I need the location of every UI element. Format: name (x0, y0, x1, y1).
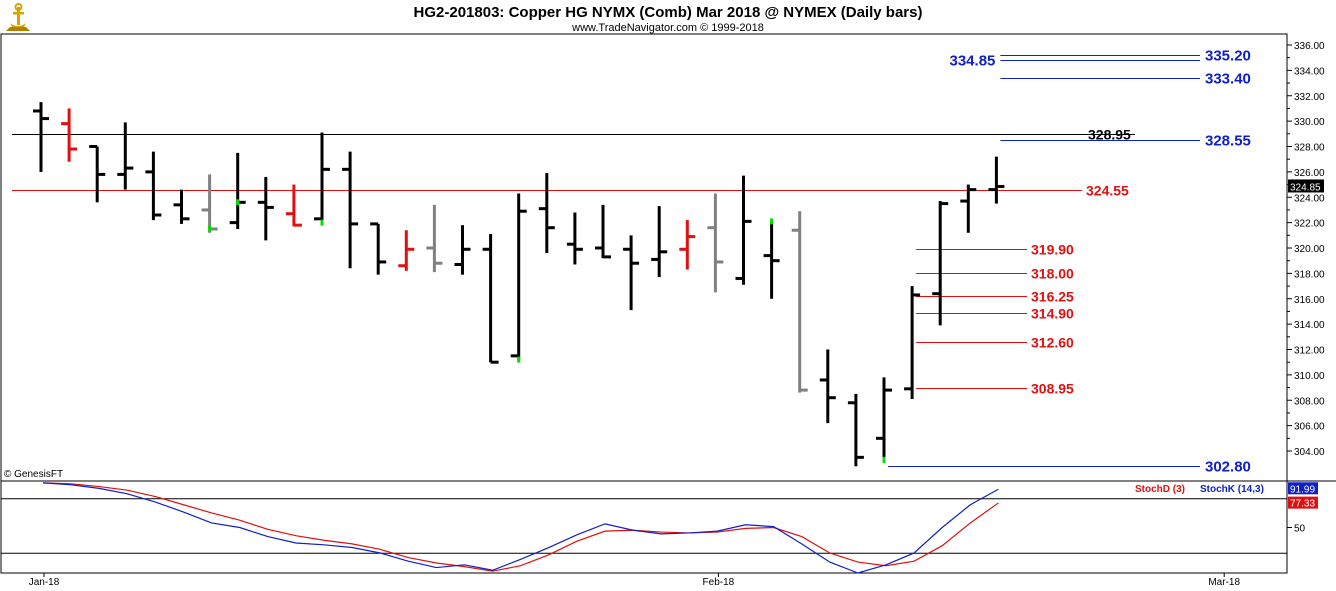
ohlc-bar (229, 152, 246, 229)
ohlc-bar (173, 189, 190, 224)
stochastic-panel: StochD (3) StochK (14,3) 50 91.99 77.33 (1, 482, 1318, 574)
price-tick-label: 306.00 (1294, 422, 1325, 433)
price-tick-label: 330.00 (1294, 117, 1325, 128)
time-tick-label: Mar-18 (1208, 577, 1240, 588)
level-label-314.90: 314.90 (1031, 306, 1074, 322)
price-tick-label: 314.00 (1294, 320, 1325, 331)
level-label-334.85: 334.85 (950, 53, 996, 70)
ohlc-bar (145, 151, 162, 221)
ohlc-bar (763, 218, 780, 299)
ohlc-bar (201, 174, 218, 233)
last-price-tag (1288, 179, 1324, 193)
time-axis: Jan-18 Feb-18 Mar-18 (29, 573, 1240, 588)
price-tick-label: 332.00 (1294, 92, 1325, 103)
price-tick-label: 326.00 (1294, 168, 1325, 179)
levels-layer: 335.20 334.85 333.40 328.95 328.55 324.55 319.… (12, 48, 1251, 476)
ohlc-bar (595, 204, 611, 259)
ohlc-bar (960, 184, 977, 233)
price-tick-label: 322.00 (1294, 219, 1325, 230)
ohlc-bar (735, 175, 752, 285)
plot-frame (0, 33, 1288, 574)
price-tick-label: 334.00 (1294, 66, 1325, 77)
ohlc-bar (117, 122, 134, 190)
level-label-328.95: 328.95 (1088, 127, 1131, 143)
ohlc-bar (791, 211, 808, 393)
price-tick-label: 312.00 (1294, 346, 1325, 357)
ohlc-bar (876, 377, 892, 463)
chart-title: HG2-201803: Copper HG NYMX (Comb) Mar 20… (414, 4, 923, 21)
ohlc-bar (89, 145, 106, 203)
ohlc-bar (847, 393, 864, 467)
last-price-label: 324.85 (1290, 182, 1321, 193)
price-tick-label: 336.00 (1294, 41, 1325, 52)
level-label-319.90: 319.90 (1031, 242, 1074, 258)
ohlc-bar (482, 234, 499, 364)
anchor-logo-icon (6, 3, 30, 31)
ohlc-bar (342, 151, 359, 269)
price-tick-label: 304.00 (1294, 447, 1325, 458)
ohlc-bar (257, 176, 274, 241)
stoch-tick-label: 50 (1294, 524, 1306, 535)
level-label-335.20: 335.20 (1205, 48, 1251, 65)
ohlc-bar (426, 204, 443, 273)
level-label-302.80: 302.80 (1205, 459, 1251, 476)
ohlc-bar (623, 235, 640, 311)
chart-subtitle: www.TradeNavigator.com © 1999-2018 (571, 22, 764, 34)
bars-layer (33, 102, 1005, 467)
ohlc-bar (566, 212, 583, 265)
time-tick-label: Feb-18 (703, 577, 735, 588)
stoch-d-value: 77.33 (1290, 499, 1315, 510)
level-label-312.60: 312.60 (1031, 335, 1074, 351)
price-tick-label: 308.00 (1294, 396, 1325, 407)
price-tick-label: 316.00 (1294, 295, 1325, 306)
price-tick-label: 320.00 (1294, 244, 1325, 255)
ohlc-bar (538, 173, 555, 254)
ohlc-bar (707, 193, 724, 293)
level-label-316.25: 316.25 (1031, 289, 1074, 305)
ohlc-bar (651, 206, 668, 278)
ohlc-bar (398, 230, 415, 271)
ohlc-bar (904, 286, 921, 399)
ohlc-bar (819, 349, 836, 424)
ohlc-bar (988, 156, 1005, 204)
time-tick-label: Jan-18 (29, 577, 60, 588)
ohlc-bar (932, 201, 949, 326)
ohlc-bar (679, 220, 696, 270)
price-tick-label: 324.00 (1294, 193, 1325, 204)
stoch-d-tag (1288, 496, 1318, 509)
ohlc-bar (510, 193, 527, 363)
stoch-d-line (42, 482, 999, 572)
ohlc-bar (33, 102, 49, 172)
ohlc-bar (454, 225, 471, 275)
ohlc-bar (314, 132, 330, 226)
stoch-d-legend: StochD (3) (1135, 484, 1185, 495)
stoch-k-tag (1288, 482, 1318, 495)
price-tick-label: 328.00 (1294, 143, 1325, 154)
level-label-324.55: 324.55 (1086, 183, 1129, 199)
ohlc-bar (285, 184, 302, 227)
price-tick-label: 310.00 (1294, 371, 1325, 382)
stoch-k-line (42, 482, 999, 574)
level-label-318.00: 318.00 (1031, 266, 1074, 282)
stoch-k-value: 91.99 (1290, 484, 1315, 495)
level-label-328.55: 328.55 (1205, 133, 1251, 150)
price-axis: 304.00 306.00 308.00 310.00 312.00 314.00 316.… (1287, 41, 1325, 458)
stoch-k-legend: StochK (14,3) (1200, 484, 1264, 495)
watermark: © GenesisFT (4, 469, 63, 480)
ohlc-bar (61, 108, 78, 162)
level-label-333.40: 333.40 (1205, 71, 1251, 88)
ohlc-bar (370, 222, 387, 275)
level-label-308.95: 308.95 (1031, 381, 1074, 397)
price-tick-label: 318.00 (1294, 269, 1325, 280)
